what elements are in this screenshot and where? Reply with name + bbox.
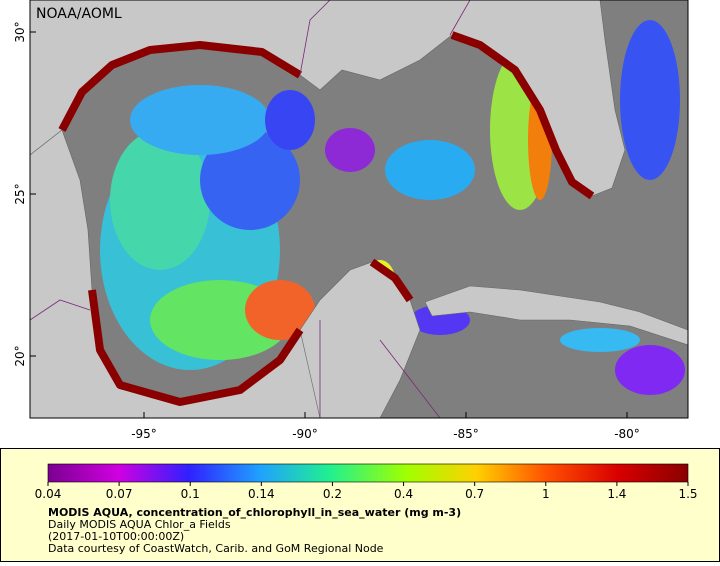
- colorbar-label: 0.1: [181, 487, 200, 501]
- map-frame: [29, 0, 689, 419]
- lat-axis: 30° 25° 20°: [13, 21, 36, 367]
- legend-line: (2017-01-10T00:00:00Z): [48, 530, 184, 543]
- credit: NOAA/AOML: [36, 6, 122, 22]
- map-area: NOAA/AOML: [30, 0, 688, 418]
- colorbar-label: 1: [542, 487, 550, 501]
- colorbar: [47, 463, 689, 483]
- colorbar-label: 0.4: [394, 487, 413, 501]
- lon-label: -85°: [453, 427, 479, 441]
- lon-label: -80°: [614, 427, 640, 441]
- legend-line: Data courtesy of CoastWatch, Carib. and …: [48, 542, 384, 555]
- colorbar-label: 0.2: [323, 487, 342, 501]
- borders: [30, 0, 471, 418]
- colorbar-label: 1.5: [678, 487, 697, 501]
- colorbar-label: 0.07: [106, 487, 133, 501]
- colorbar-label: 0.7: [465, 487, 484, 501]
- lat-label: 30°: [13, 21, 27, 42]
- lon-axis: -95° -90° -85° -80°: [131, 412, 640, 441]
- colorbar-label: 0.14: [248, 487, 275, 501]
- colorbar-label: 1.4: [607, 487, 626, 501]
- legend-line: Daily MODIS AQUA Chlor_a Fields: [48, 518, 231, 531]
- colorbar-label: 0.04: [35, 487, 62, 501]
- lon-label: -95°: [131, 427, 157, 441]
- coastal-band: [58, 31, 595, 406]
- legend-title: MODIS AQUA, concentration_of_chlorophyll…: [48, 506, 461, 519]
- lat-label: 25°: [13, 183, 27, 204]
- lon-label: -90°: [292, 427, 318, 441]
- lat-label: 20°: [13, 345, 27, 366]
- land: [30, 0, 688, 418]
- colorbar-ticks: 0.04 0.07 0.1 0.14 0.2 0.4 0.7 1 1.4 1.5: [35, 482, 698, 501]
